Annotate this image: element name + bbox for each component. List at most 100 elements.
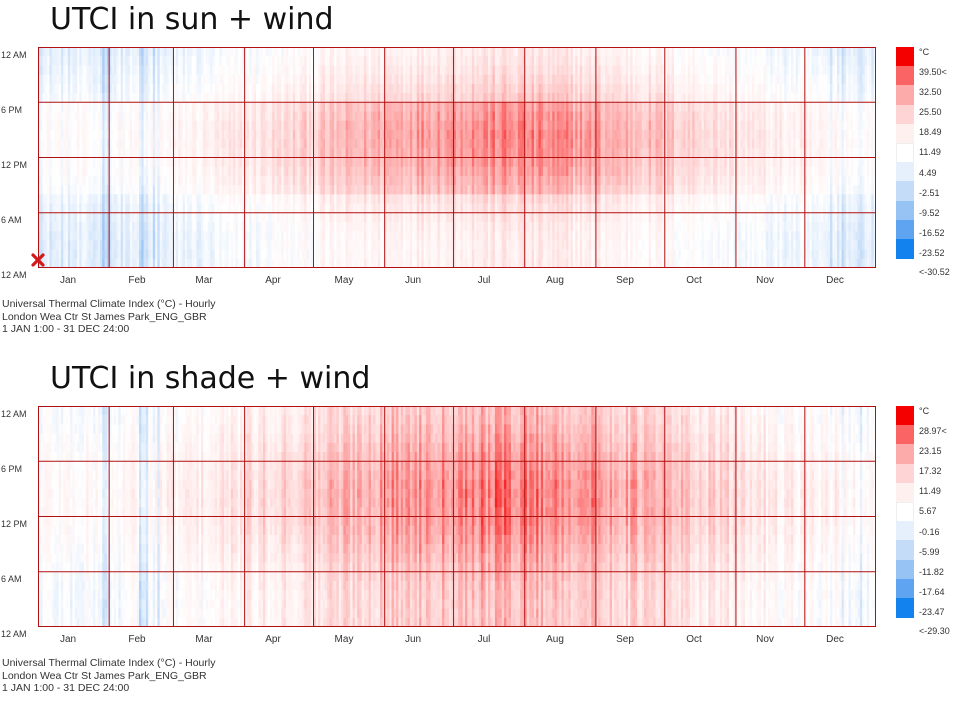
heatmap-cell [426, 175, 429, 186]
heatmap-cell [267, 185, 271, 195]
heatmap-cell [118, 74, 122, 85]
heatmap-cell [228, 102, 232, 112]
heatmap-cell [451, 139, 454, 149]
heatmap-cell [191, 148, 195, 158]
heatmap-cell [38, 102, 41, 112]
heatmap-cell [494, 65, 498, 76]
heatmap-cell [47, 93, 50, 103]
heatmap-cell [338, 139, 342, 149]
heatmap-cell [497, 74, 500, 85]
heatmap-cell [265, 175, 268, 186]
heatmap-cell [168, 203, 172, 214]
heatmap-cell [391, 148, 395, 158]
heatmap-cell [276, 212, 280, 223]
heatmap-cell [237, 111, 241, 122]
heatmap-cell [285, 139, 289, 149]
heatmap-cell [400, 129, 404, 140]
heatmap-cell [161, 231, 165, 241]
heatmap-cell [240, 111, 243, 122]
heatmap-cell [67, 65, 71, 76]
heatmap-cell [180, 93, 184, 103]
heatmap-cell [159, 47, 163, 57]
heatmap-cell [382, 203, 386, 214]
heatmap-cell [260, 56, 264, 66]
heatmap-cell [485, 258, 489, 268]
heatmap-cell [389, 175, 392, 186]
heatmap-cell [191, 120, 195, 131]
heatmap-cell [246, 93, 250, 103]
heatmap-cell [444, 56, 448, 66]
heatmap-cell [318, 175, 321, 186]
heatmap-cell [258, 221, 262, 232]
heatmap-cell [315, 194, 319, 204]
heatmap-cell [396, 47, 399, 57]
heatmap-cell [97, 203, 101, 214]
heatmap-cell [111, 157, 115, 168]
heatmap-cell [435, 120, 438, 131]
heatmap-cell [451, 47, 454, 57]
heatmap-cell [389, 47, 392, 57]
heatmap-cell [386, 231, 390, 241]
heatmap-cell [368, 65, 372, 76]
heatmap-cell [423, 74, 427, 85]
heatmap-cell [435, 203, 438, 214]
heatmap-cell [201, 258, 204, 268]
heatmap-cell [322, 148, 326, 158]
heatmap-cell [122, 249, 126, 260]
heatmap-cell [513, 65, 516, 76]
heatmap-cell [391, 175, 395, 186]
heatmap-cell [350, 258, 353, 268]
heatmap-cell [432, 120, 436, 131]
heatmap-cell [171, 83, 174, 94]
heatmap-cell [95, 148, 99, 158]
heatmap-cell [389, 166, 392, 177]
heatmap-cell [40, 83, 43, 94]
heatmap-cell [409, 120, 413, 131]
heatmap-cell [203, 175, 206, 186]
heatmap-cell [334, 83, 337, 94]
heatmap-cell [391, 249, 395, 260]
heatmap-cell [361, 212, 365, 223]
heatmap-cell [189, 249, 193, 260]
heatmap-cell [423, 240, 427, 250]
heatmap-cell [49, 83, 53, 94]
heatmap-cell [113, 120, 117, 131]
heatmap-cell [320, 203, 324, 214]
heatmap-cell [196, 65, 200, 76]
heatmap-cell [63, 83, 66, 94]
heatmap-cell [166, 221, 170, 232]
heatmap-cell [311, 74, 314, 85]
heatmap-cell [155, 47, 158, 57]
heatmap-cell [357, 83, 360, 94]
heatmap-cell [329, 194, 333, 204]
heatmap-cell [81, 157, 85, 168]
heatmap-cell [111, 47, 115, 57]
heatmap-cell [299, 139, 303, 149]
heatmap-cell [297, 258, 301, 268]
heatmap-cell [175, 102, 179, 112]
heatmap-cell [416, 47, 420, 57]
heatmap-cell [189, 166, 193, 177]
heatmap-cell [308, 240, 312, 250]
heatmap-cell [150, 221, 154, 232]
heatmap-cell [109, 47, 112, 57]
heatmap-cell [350, 83, 353, 94]
heatmap-cell [180, 102, 184, 112]
heatmap-cell [244, 212, 248, 223]
heatmap-cell [469, 194, 473, 204]
heatmap-cell [242, 249, 246, 260]
heatmap-cell [311, 47, 314, 57]
heatmap-cell [499, 148, 503, 158]
heatmap-cell [430, 258, 434, 268]
heatmap-cell [129, 83, 133, 94]
heatmap-cell [501, 221, 505, 232]
heatmap-cell [279, 175, 282, 186]
heatmap-cell [341, 129, 344, 140]
heatmap-cell [152, 185, 156, 195]
heatmap-cell [60, 258, 64, 268]
heatmap-cell [279, 83, 282, 94]
heatmap-cell [465, 148, 468, 158]
heatmap-cell [469, 102, 473, 112]
heatmap-cell [44, 194, 48, 204]
heatmap-cell [217, 249, 220, 260]
